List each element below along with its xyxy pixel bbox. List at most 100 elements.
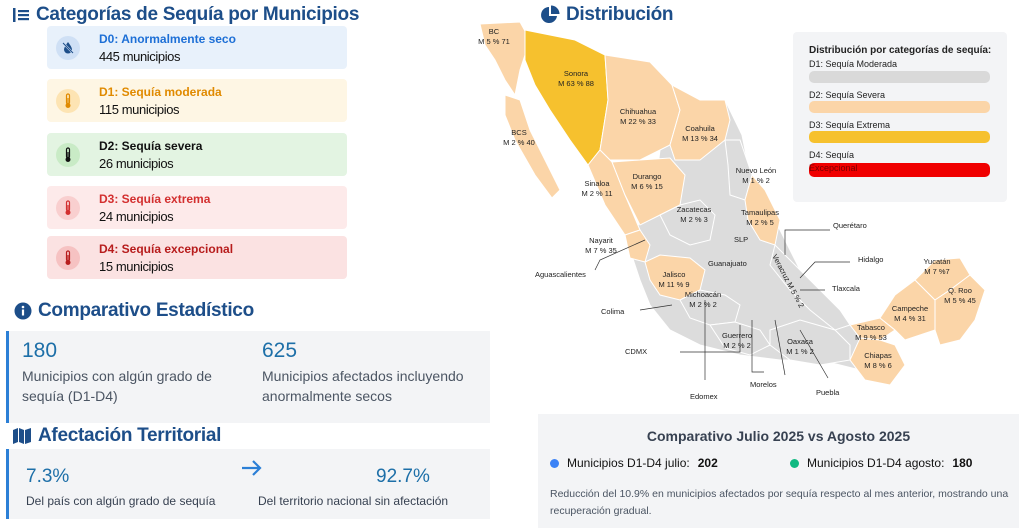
map-region-tabasco: [849, 317, 896, 341]
map-region-coahuila: [669, 83, 731, 161]
category-count: 115 municipios: [99, 101, 180, 117]
category-text: D0: Anormalmente seco 445 municipios: [99, 31, 236, 65]
legend-d3-label: D3: Sequía Extrema: [809, 120, 891, 130]
stats-b-value: 625: [262, 339, 298, 362]
map-icon: [13, 428, 31, 444]
map-label-morelos: Morelos: [750, 380, 777, 389]
map-region-veracruz: [769, 244, 851, 331]
map-label-chihuahua: Chihuahua M 22 % 33: [620, 107, 657, 126]
category-text: D1: Sequía moderada 115 municipios: [99, 84, 222, 118]
august-label: Municipios D1-D4 agosto:: [807, 456, 945, 470]
distribution-title: Distribución: [566, 4, 674, 25]
july-value: 202: [697, 456, 718, 470]
stats-header: Comparativo Estadístico: [14, 300, 254, 322]
category-card-d4: D4: Sequía excepcional 15 municipios: [47, 236, 347, 279]
territory-box: 7.3% Del país con algún grado de sequía …: [6, 449, 490, 519]
stats-title: Comparativo Estadístico: [38, 300, 254, 321]
legend-d2-label: D2: Sequía Severa: [809, 90, 886, 100]
thermometer-icon: [56, 88, 80, 113]
map-region-nayarit: [624, 229, 651, 263]
stats-b-desc: Municipios afectados incluyendo anormalm…: [262, 368, 464, 404]
map-label-puebla: Puebla: [816, 388, 840, 397]
map-region-bc: [479, 21, 531, 97]
map-label-nayarit: Nayarit M 7 % 35: [585, 236, 617, 255]
map-label-durango: Durango M 6 % 15: [631, 172, 663, 191]
july-row: Municipios D1-D4 julio: 202: [550, 456, 718, 470]
water-drop-slash-icon: [56, 35, 80, 60]
category-count: 445 municipios: [99, 48, 181, 64]
map-label-guanajuato: Guanajuato: [708, 259, 747, 268]
category-text: D4: Sequía excepcional 15 municipios: [99, 241, 233, 275]
category-text: D2: Sequía severa 26 municipios: [99, 138, 202, 172]
map-label-chiapas: Chiapas M 8 % 6: [864, 351, 892, 370]
comparison-title: Comparativo Julio 2025 vs Agosto 2025: [646, 428, 911, 444]
map-label-bc: BC M 5 % 71: [478, 27, 510, 46]
category-count: 15 municipios: [99, 258, 174, 274]
map-region-oaxaca: [769, 319, 851, 366]
august-dot: [790, 458, 799, 468]
thermometer-icon: [56, 195, 80, 220]
category-label: D0: Anormalmente seco: [99, 31, 236, 46]
thermometer-icon: [56, 142, 80, 167]
legend-d1-swatch: [809, 71, 990, 83]
stats-a-value: 180: [22, 339, 58, 362]
map-label-tamaulipas: Tamaulipas M 2 % 5: [741, 208, 779, 227]
july-dot: [550, 458, 559, 468]
map-label-guerrero: Guerrero M 2 % 2: [722, 331, 752, 350]
legend-title: Distribución por categorías de sequía:: [809, 45, 992, 56]
map-label-oaxaca: Oaxaca M 1 % 2: [786, 337, 814, 356]
territory-title: Afectación Territorial: [38, 425, 222, 446]
territory-b-value: 92.7%: [376, 466, 430, 487]
map-label-sinaloa: Sinaloa M 2 % 11: [581, 179, 612, 198]
category-card-d1: D1: Sequía moderada 115 municipios: [47, 79, 347, 122]
legend-d4-swatch: [809, 163, 990, 177]
legend-d3-swatch: [809, 131, 990, 143]
map-label-coahuila: Coahuila M 13 % 34: [682, 124, 718, 143]
mexico-drought-map: BC M 5 % 71 Sonora M 63 % 88 Chihuahua M 22 %…: [478, 21, 986, 401]
map-label-bcs: BCS M 2 % 40: [503, 128, 535, 147]
map-label-tlaxcala: Tlaxcala: [832, 284, 861, 293]
august-value: 180: [952, 456, 973, 470]
category-label: D2: Sequía severa: [99, 138, 203, 153]
comparison-note: Reducción del 10.9% en municipios afecta…: [550, 488, 1009, 517]
category-label: D1: Sequía moderada: [99, 84, 222, 99]
map-label-edomex: Edomex: [690, 392, 718, 401]
map-region-zacatecas: [659, 199, 716, 246]
map-label-campeche: Campeche M 4 % 31: [892, 304, 928, 323]
map-region-chihuahua: [599, 54, 681, 161]
category-count: 26 municipios: [99, 155, 174, 171]
list-icon: [13, 8, 29, 22]
legend-d4-label2: Excepcional: [809, 163, 858, 173]
legend-d4-label: D4: Sequía: [809, 150, 855, 160]
map-label-queretaro: Querétaro: [833, 221, 867, 230]
distribution-header: Distribución: [540, 4, 674, 26]
map-label-cdmx: CDMX: [625, 347, 647, 356]
category-count: 24 municipios: [99, 208, 174, 224]
legend-d1-label: D1: Sequía Moderada: [809, 59, 898, 69]
category-label: D3: Sequía extrema: [99, 191, 211, 206]
pie-chart-icon: [541, 5, 560, 23]
stats-a-desc: Municipios con algún grado de sequía (D1…: [22, 368, 212, 404]
map-label-tabasco: Tabasco M 9 % 53: [855, 323, 887, 342]
map-label-jalisco: Jalisco M 11 % 9: [658, 270, 689, 289]
map-label-nuevoleon: Nuevo León M 1 % 2: [736, 166, 776, 185]
map-region-michoacan: [679, 289, 741, 326]
category-card-d0: D0: Anormalmente seco 445 municipios: [47, 26, 347, 69]
category-label: D4: Sequía excepcional: [99, 241, 234, 256]
arrow-right-icon: [242, 460, 262, 476]
map-label-qroo: Q. Roo M 5 % 45: [944, 286, 976, 305]
categories-title: Categorías de Sequía por Municipios: [36, 4, 360, 25]
map-region-sinaloa: [587, 149, 641, 236]
map-label-colima: Colima: [601, 307, 625, 316]
territory-header: Afectación Territorial: [12, 425, 221, 447]
map-label-zacatecas: Zacatecas M 2 % 3: [677, 205, 712, 224]
map-label-michoacan: Michoacán M 2 % 2: [685, 290, 721, 309]
territory-a-desc: Del país con algún grado de sequía: [26, 494, 216, 508]
territory-a-value: 7.3%: [26, 466, 70, 487]
info-icon: [14, 302, 32, 320]
map-label-hidalgo: Hidalgo: [858, 255, 883, 264]
territory-b-desc: Del territorio nacional sin afectación: [258, 494, 449, 508]
july-label: Municipios D1-D4 julio:: [567, 456, 690, 470]
map-label-aguascalientes: Aguascalientes: [535, 270, 586, 279]
map-label-slp: SLP: [734, 235, 748, 244]
